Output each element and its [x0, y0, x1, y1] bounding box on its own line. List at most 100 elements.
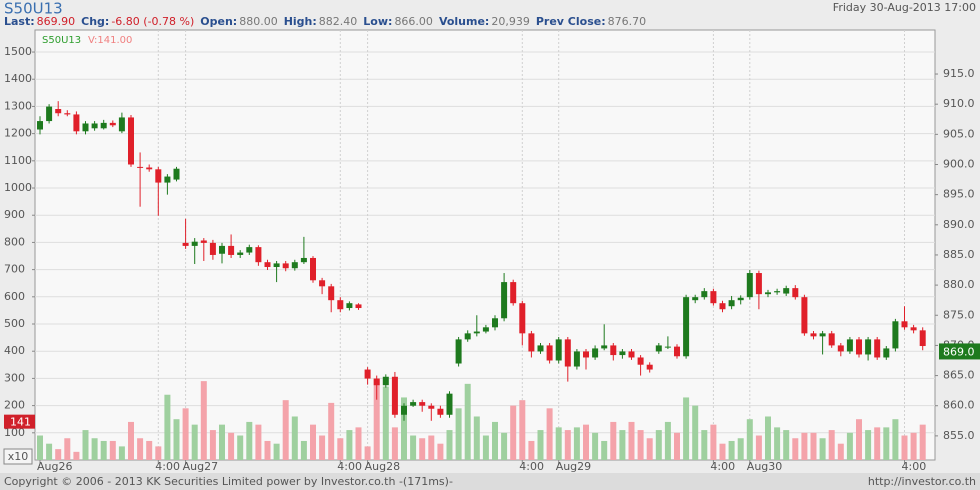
- candle-body: [846, 339, 853, 352]
- volume-bar: [437, 443, 444, 460]
- multiplier-box: [3, 448, 33, 465]
- volume-bar: [564, 430, 571, 460]
- field-value: -6.80 (-0.78 %): [111, 15, 194, 28]
- price-tick-label: 910.0: [943, 97, 975, 110]
- candle-body: [264, 262, 271, 268]
- candle-body: [810, 333, 817, 337]
- candle-body: [473, 331, 480, 334]
- candle-body: [528, 333, 535, 352]
- volume-bar: [683, 397, 690, 460]
- volume-bar: [100, 440, 107, 460]
- candle-body: [155, 169, 162, 183]
- candle-body: [774, 291, 781, 293]
- volume-bar: [200, 381, 207, 460]
- candle-body: [437, 408, 444, 415]
- volume-tick-label: 400: [4, 344, 25, 357]
- volume-bar: [501, 432, 508, 460]
- candle-body: [282, 263, 289, 269]
- candle-body: [118, 117, 125, 132]
- volume-bar: [37, 435, 43, 460]
- volume-tick-label: 600: [4, 290, 25, 303]
- candle-body: [237, 252, 244, 255]
- candle-body: [874, 339, 881, 358]
- volume-bar: [719, 443, 726, 460]
- volume-bar: [792, 438, 799, 460]
- volume-bar: [446, 430, 453, 460]
- volume-bar: [510, 405, 517, 460]
- candle-body: [355, 304, 362, 309]
- volume-bar: [237, 435, 244, 460]
- price-tick-label: 865.0: [943, 369, 975, 382]
- price-tick-label: 860.0: [943, 399, 975, 412]
- volume-bar: [919, 424, 926, 460]
- volume-tick-label: 200: [4, 399, 25, 412]
- field-label: Chg:: [81, 15, 109, 28]
- candle-body: [382, 376, 389, 386]
- price-tick-label: 895.0: [943, 188, 975, 201]
- volume-bar: [592, 432, 599, 460]
- volume-bar: [537, 430, 544, 460]
- candle-body: [856, 339, 862, 355]
- volume-bar: [819, 438, 826, 460]
- volume-bar: [892, 419, 899, 460]
- x-tick-label: Aug29: [556, 460, 591, 473]
- volume-bar: [219, 424, 225, 460]
- volume-bar: [255, 424, 262, 460]
- candle-body: [692, 297, 699, 301]
- x-tick-label: Aug26: [37, 460, 72, 473]
- candle-body: [246, 247, 253, 253]
- volume-bar: [182, 408, 189, 460]
- volume-bar: [646, 438, 653, 460]
- volume-bar: [910, 432, 917, 460]
- volume-bar: [765, 416, 771, 460]
- candle-body: [901, 321, 908, 328]
- volume-bar: [328, 402, 335, 460]
- symbol: S50U13: [4, 0, 63, 18]
- x-tick-label: 4:00: [337, 460, 362, 473]
- candle-body: [191, 241, 198, 246]
- candle-body: [619, 351, 626, 356]
- last-volume-badge: [4, 414, 35, 429]
- last-price-badge: [939, 343, 980, 360]
- candle-body: [719, 303, 726, 310]
- volume-bar: [209, 430, 216, 460]
- volume-bar: [628, 421, 635, 460]
- price-tick-label: 875.0: [943, 308, 975, 321]
- candle-body: [255, 247, 262, 263]
- volume-bar: [82, 430, 89, 460]
- candle-body: [364, 369, 371, 379]
- candle-body: [346, 303, 353, 309]
- volume-bar: [755, 435, 762, 460]
- volume-bar: [155, 446, 162, 460]
- candle-body: [464, 333, 471, 340]
- volume-tick-label: 1200: [4, 127, 32, 140]
- volume-bar: [865, 430, 872, 460]
- volume-bar: [401, 397, 407, 460]
- candle-body: [883, 348, 890, 358]
- candle-body: [91, 123, 98, 129]
- candle-body: [537, 345, 544, 352]
- volume-bar: [373, 378, 380, 460]
- volume-bar: [64, 438, 71, 460]
- volume-bar: [710, 424, 717, 460]
- datetime: Friday 30-Aug-2013 17:00: [833, 1, 976, 14]
- footer-url: http://investor.co.th: [868, 475, 976, 488]
- volume-bar: [473, 416, 480, 460]
- volume-bar: [246, 421, 253, 460]
- candle-body: [801, 297, 808, 334]
- x-tick-label: Aug30: [747, 460, 782, 473]
- volume-bar: [810, 432, 817, 460]
- candle-body: [100, 122, 107, 129]
- candle-body: [837, 345, 844, 352]
- volume-bar: [619, 430, 626, 460]
- volume-bar: [391, 427, 398, 460]
- candle-body: [55, 109, 62, 114]
- candle-body: [410, 402, 417, 406]
- field-value: 880.00: [239, 15, 278, 28]
- volume-tick-label: 1500: [4, 45, 32, 58]
- candle-body: [228, 245, 235, 255]
- candle-body: [273, 263, 280, 268]
- volume-tick-label: 300: [4, 371, 25, 384]
- volume-bar: [482, 435, 489, 460]
